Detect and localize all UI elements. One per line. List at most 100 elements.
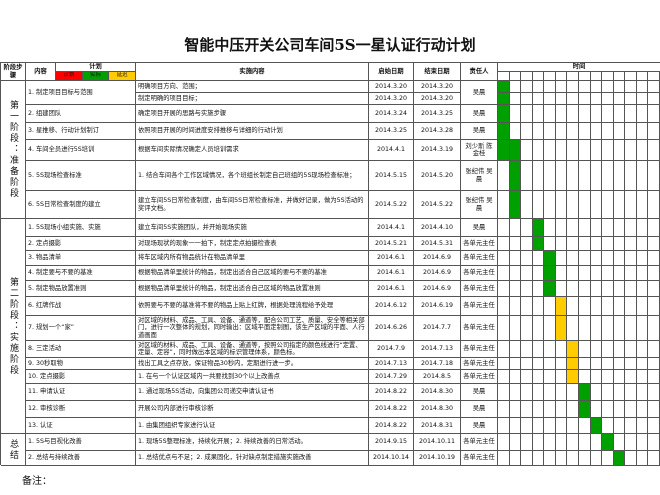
start-date: 2014.10.14: [369, 451, 414, 466]
time-slot: [521, 251, 533, 266]
time-slot: [613, 401, 626, 418]
time-slot: [555, 93, 568, 105]
owner: 各单元主任: [461, 251, 498, 266]
time-slot: [613, 81, 626, 93]
header-start: 启始日期: [369, 63, 414, 81]
time-slot: [509, 316, 522, 341]
start-date: 2014.6.12: [369, 297, 414, 316]
time-slot: [625, 161, 637, 191]
time-slot: [625, 341, 637, 358]
time-slot: [602, 358, 614, 370]
task: 1. 结合车间各个工作区域情况，各个班组长制定自己班组的5S现场检查标准；: [136, 161, 369, 191]
task: 依照项目开展的时间进度安排推移与详细的行动计划: [136, 123, 369, 140]
header-task: 实施内容: [136, 63, 369, 81]
time-slot: [590, 451, 603, 466]
time-slot: [532, 93, 545, 105]
time-slot: [521, 418, 533, 434]
owner: 刘少斯 陈金桂: [461, 140, 498, 161]
time-slot: [648, 81, 660, 93]
time-slot: [648, 219, 660, 237]
time-slot: [602, 451, 614, 466]
time-slot: [509, 418, 522, 434]
time-slot: [602, 123, 614, 140]
time-slot: [636, 81, 649, 93]
time-slot: [509, 219, 522, 237]
task: 建立车间5S日常检查制度，由车间5S日常检查标准，并做好记录，做为5S活动的奖评…: [136, 191, 369, 219]
start-date: 2014.7.13: [369, 358, 414, 370]
gantt-bar: [590, 418, 603, 434]
time-slot: [521, 370, 533, 384]
time-slot: [590, 370, 603, 384]
time-slot: [636, 418, 649, 434]
time-slot: [648, 237, 660, 251]
task: 明确项目方向、范围；: [136, 81, 369, 93]
step: 1. 5S现场小组实施、实施: [26, 219, 136, 237]
time-slot-header: [532, 72, 545, 81]
owner: 吴晨: [461, 418, 498, 434]
time-slot: [509, 434, 522, 451]
task: 1. 总结优点与不足；2. 成果固化，针对缺点制定措施实施改善: [136, 451, 369, 466]
step: 5. 5S现场检查标准: [26, 161, 136, 191]
time-slot: [613, 370, 626, 384]
task: 确定项目开展的思路与实施步骤: [136, 105, 369, 123]
task: 1. 现场5S整理标准，持续化开展；2. 持续改善的日常活动。: [136, 434, 369, 451]
step: 6. 红牌作战: [26, 297, 136, 316]
owner: 吴晨: [461, 384, 498, 401]
time-slot: [521, 161, 533, 191]
time-slot: [532, 370, 545, 384]
task: 1. 通过现场5S活动，向集团公司递交申请认证书: [136, 384, 369, 401]
time-slot: [498, 237, 510, 251]
time-slot: [509, 81, 522, 93]
time-slot: [567, 384, 579, 401]
time-slot: [567, 219, 579, 237]
time-slot: [509, 105, 522, 123]
time-slot: [498, 384, 510, 401]
owner: 各单元主任: [461, 237, 498, 251]
task: 对现场现状的现象一一拍下，制定定点拍摄检查表: [136, 237, 369, 251]
task: 根据物品清单里统计的物品，制定出适合自己区域的物品放置准则: [136, 281, 369, 297]
time-slot: [636, 358, 649, 370]
owner: 各单元主任: [461, 316, 498, 341]
time-slot: [544, 105, 556, 123]
time-slot: [555, 358, 568, 370]
time-slot: [532, 451, 545, 466]
time-slot: [648, 384, 660, 401]
time-slot: [555, 384, 568, 401]
time-slot: [498, 370, 510, 384]
start-date: 2014.8.22: [369, 384, 414, 401]
task: 制定明确的项目目标；: [136, 93, 369, 105]
time-slot: [544, 384, 556, 401]
time-slot: [613, 341, 626, 358]
end-date: 2014.5.20: [414, 161, 461, 191]
time-slot: [590, 219, 603, 237]
time-slot: [509, 297, 522, 316]
step: 4. 制定要与不要的基准: [26, 266, 136, 281]
gantt-bar: [509, 161, 522, 191]
owner: 各单元主任: [461, 297, 498, 316]
time-slot: [590, 341, 603, 358]
time-slot: [532, 191, 545, 219]
time-slot: [636, 281, 649, 297]
end-date: 2014.6.19: [414, 297, 461, 316]
time-slot: [532, 161, 545, 191]
step: 5. 制定物品放置准则: [26, 281, 136, 297]
gantt-bar: [544, 266, 556, 281]
owner: 张纪伟 吴晨: [461, 161, 498, 191]
note: 备注：: [22, 476, 52, 487]
time-slot: [590, 384, 603, 401]
start-date: 2014.9.15: [369, 434, 414, 451]
time-slot: [648, 105, 660, 123]
time-slot: [509, 451, 522, 466]
time-slot: [613, 219, 626, 237]
time-slot: [567, 81, 579, 93]
step: 3. 星推移、行动计划制订: [26, 123, 136, 140]
owner: 各单元主任: [461, 358, 498, 370]
time-slot: [521, 191, 533, 219]
time-slot: [544, 191, 556, 219]
time-slot: [544, 81, 556, 93]
owner: 张纪伟 吴晨: [461, 191, 498, 219]
end-date: 2014.6.9: [414, 251, 461, 266]
time-slot: [590, 281, 603, 297]
header-end: 结束日期: [414, 63, 461, 81]
